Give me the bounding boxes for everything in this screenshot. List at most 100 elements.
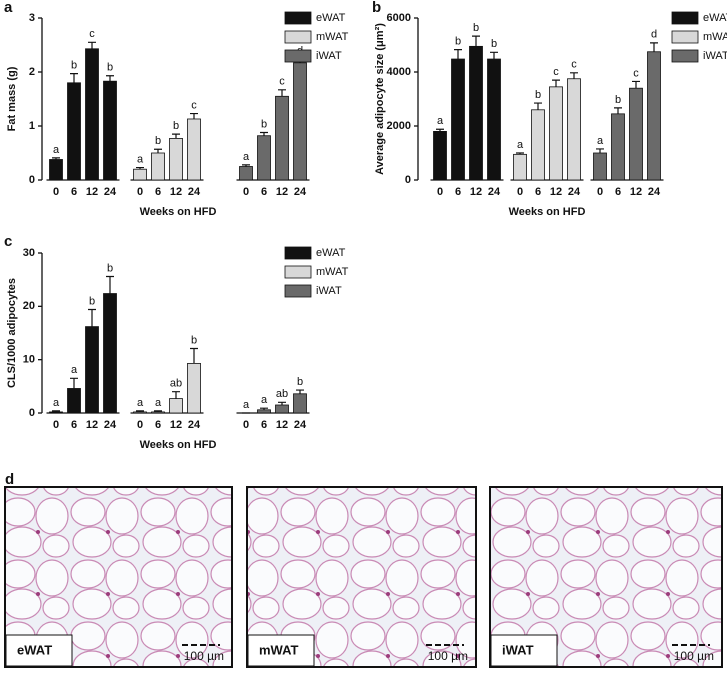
bar — [257, 409, 271, 414]
error-bar — [88, 41, 96, 49]
bar — [293, 62, 307, 181]
bar — [103, 80, 117, 181]
error-bar — [534, 102, 542, 110]
significance-letter: b — [455, 35, 461, 47]
significance-letter: b — [473, 22, 479, 34]
x-tick-label: 6 — [615, 186, 621, 198]
error-bar — [296, 389, 304, 394]
error-bar — [516, 152, 524, 155]
x-tick-label: 6 — [535, 186, 541, 198]
micrograph-label: mWAT — [259, 642, 299, 657]
significance-letter: b — [173, 120, 179, 132]
x-tick-label: 0 — [243, 186, 249, 198]
bar — [293, 393, 307, 414]
legend-swatch — [284, 265, 312, 279]
bar — [549, 86, 563, 181]
bar — [103, 293, 117, 414]
bar — [239, 166, 253, 181]
significance-letter: ab — [170, 378, 182, 390]
x-tick-label: 0 — [517, 186, 523, 198]
legend-swatch — [671, 30, 699, 44]
error-bar — [52, 157, 60, 160]
legend-label: eWAT — [316, 12, 346, 24]
micrograph-label-box — [490, 634, 558, 667]
bar — [433, 130, 447, 181]
significance-letter: b — [107, 62, 113, 74]
x-axis-label: Weeks on HFD — [140, 206, 217, 218]
y-tick-label: 4000 — [387, 66, 411, 78]
x-tick-label: 6 — [155, 419, 161, 431]
x-tick-label: 6 — [455, 186, 461, 198]
bar — [187, 118, 201, 181]
y-tick-label: 30 — [23, 247, 35, 259]
y-tick-label: 0 — [405, 174, 411, 186]
x-tick-label: 6 — [71, 186, 77, 198]
error-bar — [70, 377, 78, 389]
legend-swatch — [671, 49, 699, 63]
error-bar — [650, 42, 658, 52]
x-tick-label: 12 — [630, 186, 642, 198]
significance-letter: c — [633, 67, 639, 79]
significance-letter: c — [571, 59, 577, 71]
significance-letter: b — [71, 60, 77, 72]
bar — [169, 138, 183, 181]
bar — [257, 135, 271, 181]
x-tick-label: 0 — [437, 186, 443, 198]
error-bar — [88, 308, 96, 327]
significance-letter: b — [491, 38, 497, 50]
x-tick-label: 12 — [86, 419, 98, 431]
error-bar — [632, 80, 640, 89]
x-tick-label: 12 — [170, 419, 182, 431]
x-tick-label: 24 — [188, 186, 201, 198]
legend-swatch — [671, 11, 699, 25]
micrograph-label: eWAT — [17, 642, 52, 657]
error-bar — [154, 148, 162, 153]
x-tick-label: 24 — [188, 419, 201, 431]
significance-letter: a — [53, 144, 60, 156]
significance-letter: a — [517, 139, 524, 151]
significance-letter: c — [553, 66, 559, 78]
x-tick-label: 12 — [86, 186, 98, 198]
error-bar — [472, 35, 480, 47]
significance-letter: ab — [276, 388, 288, 400]
x-tick-label: 6 — [261, 186, 267, 198]
bar — [85, 48, 99, 181]
significance-letter: a — [243, 151, 250, 163]
bar — [513, 153, 527, 181]
significance-letter: a — [137, 153, 144, 165]
legend-label: mWAT — [703, 31, 727, 43]
x-tick-label: 0 — [53, 186, 59, 198]
x-axis-label: Weeks on HFD — [140, 439, 217, 451]
bar — [49, 411, 63, 414]
significance-letter: b — [535, 89, 541, 101]
y-tick-label: 20 — [23, 300, 35, 312]
x-tick-label: 0 — [53, 419, 59, 431]
legend-label: eWAT — [316, 247, 346, 259]
bar — [611, 113, 625, 181]
legend-swatch — [284, 284, 312, 298]
panel-label: c — [4, 233, 12, 250]
scale-bar-label: 100 µm — [428, 649, 468, 663]
micrograph-label-box — [247, 634, 315, 667]
legend-label: mWAT — [316, 266, 349, 278]
bar — [133, 411, 147, 414]
bar — [487, 58, 501, 181]
bar — [647, 51, 661, 181]
significance-letter: a — [261, 394, 268, 406]
legend-swatch — [284, 11, 312, 25]
micrograph — [246, 486, 477, 668]
significance-letter: b — [297, 376, 303, 388]
x-tick-label: 6 — [71, 419, 77, 431]
significance-letter: c — [191, 99, 197, 111]
significance-letter: b — [155, 135, 161, 147]
error-bar — [278, 401, 286, 405]
significance-letter: a — [155, 397, 162, 409]
legend-swatch — [284, 246, 312, 260]
error-bar — [570, 72, 578, 79]
y-axis-label: CLS/1000 adipocytes — [6, 278, 18, 388]
error-bar — [436, 128, 444, 132]
error-bar — [278, 89, 286, 97]
y-tick-label: 10 — [23, 354, 35, 366]
significance-letter: a — [437, 115, 444, 127]
